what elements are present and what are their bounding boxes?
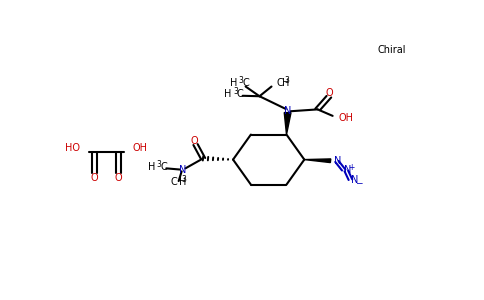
Text: Chiral: Chiral <box>377 45 406 55</box>
Text: C: C <box>237 89 244 99</box>
Text: C: C <box>242 78 249 88</box>
Text: H: H <box>148 162 155 172</box>
Text: +: + <box>348 163 355 172</box>
Text: N: N <box>334 156 342 166</box>
Text: 3: 3 <box>284 76 289 85</box>
Text: H: H <box>229 78 237 88</box>
Text: H: H <box>282 78 289 88</box>
Text: 3: 3 <box>233 87 238 96</box>
Polygon shape <box>284 112 291 135</box>
Text: C: C <box>276 78 283 88</box>
Text: N: N <box>284 106 291 116</box>
Text: O: O <box>191 136 198 146</box>
Polygon shape <box>304 159 331 163</box>
Text: H: H <box>179 177 186 187</box>
Text: N: N <box>179 164 186 175</box>
Text: H: H <box>224 89 231 99</box>
Text: C: C <box>170 177 177 187</box>
Text: 3: 3 <box>239 76 244 85</box>
Text: 3: 3 <box>182 175 186 184</box>
Text: O: O <box>115 173 122 183</box>
Text: N: N <box>351 175 359 185</box>
Text: OH: OH <box>133 143 148 153</box>
Text: OH: OH <box>338 113 353 123</box>
Text: HO: HO <box>65 143 80 153</box>
Text: O: O <box>91 173 98 183</box>
Text: C: C <box>161 162 167 172</box>
Text: O: O <box>325 88 333 98</box>
Text: −: − <box>355 178 363 187</box>
Text: 3: 3 <box>157 160 162 169</box>
Text: N: N <box>345 165 352 176</box>
